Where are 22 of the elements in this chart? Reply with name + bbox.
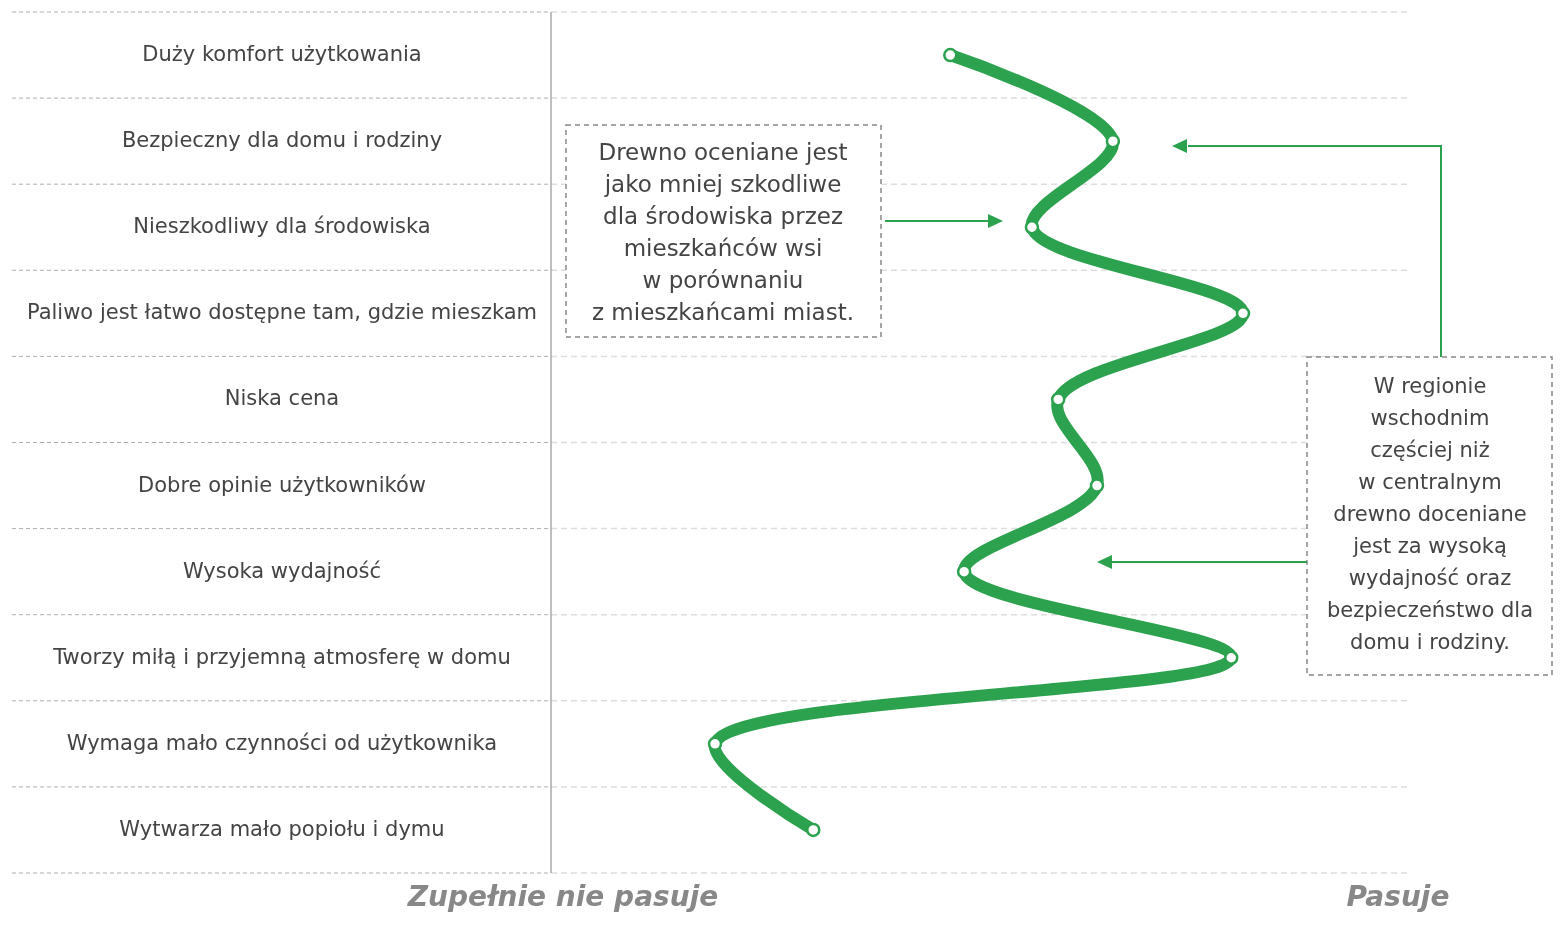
- y-tick-label: Dobre opinie użytkowników: [138, 472, 426, 497]
- point: [943, 47, 958, 63]
- point: [1024, 220, 1040, 235]
- point: [1223, 650, 1239, 665]
- y-tick-label: Wymaga mało czynności od użytkownika: [66, 730, 498, 755]
- point: [1050, 392, 1066, 407]
- text: Pasuje: [1346, 880, 1450, 913]
- y-tick-label: Wysoka wydajność: [182, 558, 382, 583]
- text: W regionie wschodnim częściej niż w centralnym drewno doceniane jest za wysoką wydajność oraz bezpieczeństwo dla domu i rodziny.: [1326, 374, 1534, 654]
- y-tick-label: Wytwarza mało popiołu i dymu: [119, 816, 445, 841]
- point: [806, 822, 821, 838]
- point: [1235, 306, 1251, 321]
- y-tick-label: Bezpieczny dla domu i rodziny: [121, 128, 443, 153]
- y-tick-label: Tworzy miłą i przyjemną atmosferę w domu: [52, 644, 511, 669]
- y-tick-label: Niska cena: [224, 386, 340, 411]
- annotation: Drewno oceniane jest jako mniej szkodliwe dla środowiska przez mieszkańców wsi w porównaniu z mieszkańcami miast.: [591, 139, 855, 325]
- y-tick-label: Paliwo jest łatwo dostępne tam, gdzie mieszkam: [26, 300, 538, 325]
- y-tick-label: Duży komfort użytkowania: [142, 42, 422, 67]
- text: Zupełnie nie pasuje: [406, 880, 719, 913]
- y-tick-label: Nieszkodliwy dla środowiska: [133, 214, 431, 239]
- point: [1089, 478, 1105, 493]
- point: [956, 564, 972, 579]
